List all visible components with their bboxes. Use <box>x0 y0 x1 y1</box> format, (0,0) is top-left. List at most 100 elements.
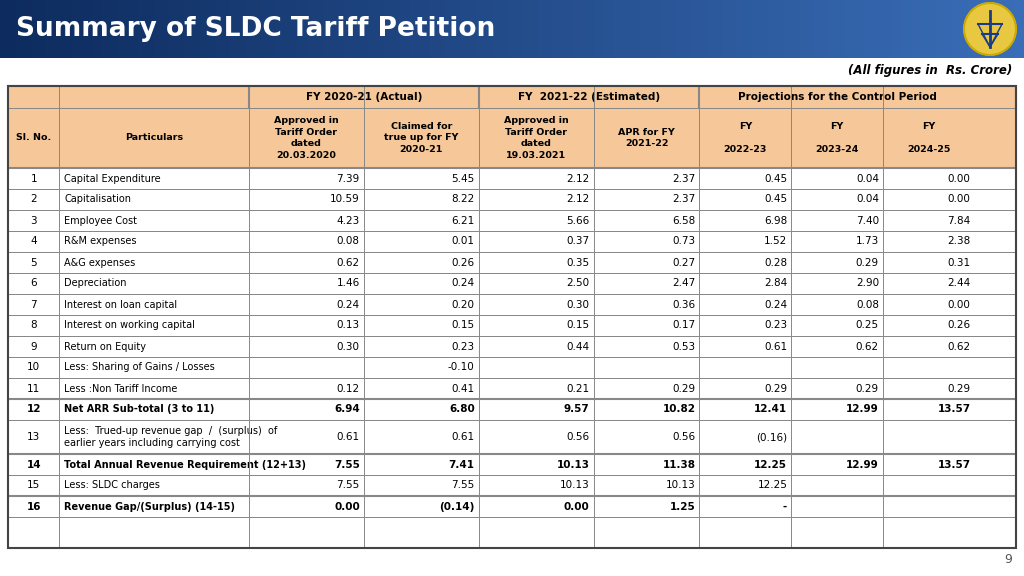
Bar <box>973 0 979 58</box>
Bar <box>573 0 580 58</box>
Bar <box>768 0 774 58</box>
Text: 7.40: 7.40 <box>856 215 879 225</box>
Bar <box>804 0 810 58</box>
Bar <box>635 0 641 58</box>
Bar <box>205 0 211 58</box>
Bar <box>220 0 226 58</box>
Text: 0.30: 0.30 <box>337 342 359 351</box>
Bar <box>870 0 877 58</box>
Text: Approved in
Tariff Order
dated
20.03.2020: Approved in Tariff Order dated 20.03.202… <box>274 116 339 160</box>
Bar <box>1014 0 1020 58</box>
Bar <box>809 0 815 58</box>
Bar <box>963 0 969 58</box>
Bar <box>440 0 446 58</box>
Text: 10: 10 <box>28 362 40 373</box>
Bar <box>968 0 974 58</box>
Bar <box>8 496 1016 517</box>
Bar <box>210 0 216 58</box>
Bar <box>317 0 324 58</box>
Bar <box>276 0 283 58</box>
Bar <box>8 399 1016 420</box>
Bar <box>430 0 436 58</box>
Bar <box>67 0 73 58</box>
Text: 0.24: 0.24 <box>764 300 787 309</box>
Bar <box>579 0 585 58</box>
Bar <box>8 210 1016 231</box>
Bar <box>932 0 938 58</box>
Text: 7.84: 7.84 <box>947 215 971 225</box>
Text: A&G expenses: A&G expenses <box>65 257 135 267</box>
Text: (0.16): (0.16) <box>756 432 787 442</box>
Text: 5.66: 5.66 <box>566 215 590 225</box>
Bar <box>502 0 508 58</box>
Bar <box>865 0 871 58</box>
Text: 0.26: 0.26 <box>947 320 971 331</box>
Bar <box>348 0 354 58</box>
Text: 3: 3 <box>31 215 37 225</box>
Text: 2.38: 2.38 <box>947 237 971 247</box>
Bar <box>241 0 247 58</box>
Bar <box>497 0 503 58</box>
Bar <box>819 0 825 58</box>
Text: 0.13: 0.13 <box>337 320 359 331</box>
Bar <box>845 0 851 58</box>
Bar <box>814 0 820 58</box>
Bar <box>8 168 1016 189</box>
Bar <box>988 0 994 58</box>
Bar <box>686 0 692 58</box>
Text: 1: 1 <box>31 173 37 184</box>
Bar <box>113 0 119 58</box>
Text: Employee Cost: Employee Cost <box>65 215 137 225</box>
Text: 11: 11 <box>27 384 40 393</box>
Bar <box>179 0 185 58</box>
Text: 1.52: 1.52 <box>764 237 787 247</box>
Bar <box>118 0 124 58</box>
Bar <box>20 0 27 58</box>
Text: 0.56: 0.56 <box>673 432 695 442</box>
Bar <box>799 0 805 58</box>
Bar <box>82 0 88 58</box>
Text: 0.73: 0.73 <box>673 237 695 247</box>
Bar <box>927 0 933 58</box>
Text: 0.61: 0.61 <box>764 342 787 351</box>
Bar <box>563 0 569 58</box>
Bar <box>379 0 385 58</box>
Bar <box>896 0 902 58</box>
Text: 15: 15 <box>27 480 40 491</box>
Text: 0.29: 0.29 <box>947 384 971 393</box>
Bar <box>568 0 574 58</box>
Text: -0.10: -0.10 <box>447 362 475 373</box>
Bar <box>394 0 400 58</box>
Bar <box>681 0 687 58</box>
Text: 11.38: 11.38 <box>663 460 695 469</box>
Text: 0.00: 0.00 <box>948 300 971 309</box>
Text: 10.59: 10.59 <box>330 195 359 204</box>
Bar <box>666 0 672 58</box>
Text: Less: SLDC charges: Less: SLDC charges <box>65 480 161 491</box>
Bar <box>143 0 150 58</box>
Text: 13.57: 13.57 <box>938 404 971 415</box>
Text: FY  2021-22 (Estimated): FY 2021-22 (Estimated) <box>518 92 660 102</box>
Text: 12.25: 12.25 <box>755 460 787 469</box>
Bar <box>287 0 293 58</box>
Text: 13: 13 <box>27 432 40 442</box>
Bar <box>307 0 313 58</box>
Text: 6.58: 6.58 <box>672 215 695 225</box>
Text: 0.27: 0.27 <box>673 257 695 267</box>
Text: 7.55: 7.55 <box>337 480 359 491</box>
Bar <box>72 0 78 58</box>
Text: 4.23: 4.23 <box>337 215 359 225</box>
Text: 10.13: 10.13 <box>666 480 695 491</box>
Text: 0.21: 0.21 <box>566 384 590 393</box>
Bar <box>5 0 11 58</box>
Bar <box>312 0 318 58</box>
Bar <box>302 0 308 58</box>
Bar <box>476 0 482 58</box>
Bar <box>850 0 856 58</box>
Bar <box>788 0 795 58</box>
Bar <box>620 0 626 58</box>
Text: 6.94: 6.94 <box>334 404 359 415</box>
Text: Depreciation: Depreciation <box>65 279 127 289</box>
Text: 2.12: 2.12 <box>566 195 590 204</box>
Text: 10.13: 10.13 <box>557 460 590 469</box>
